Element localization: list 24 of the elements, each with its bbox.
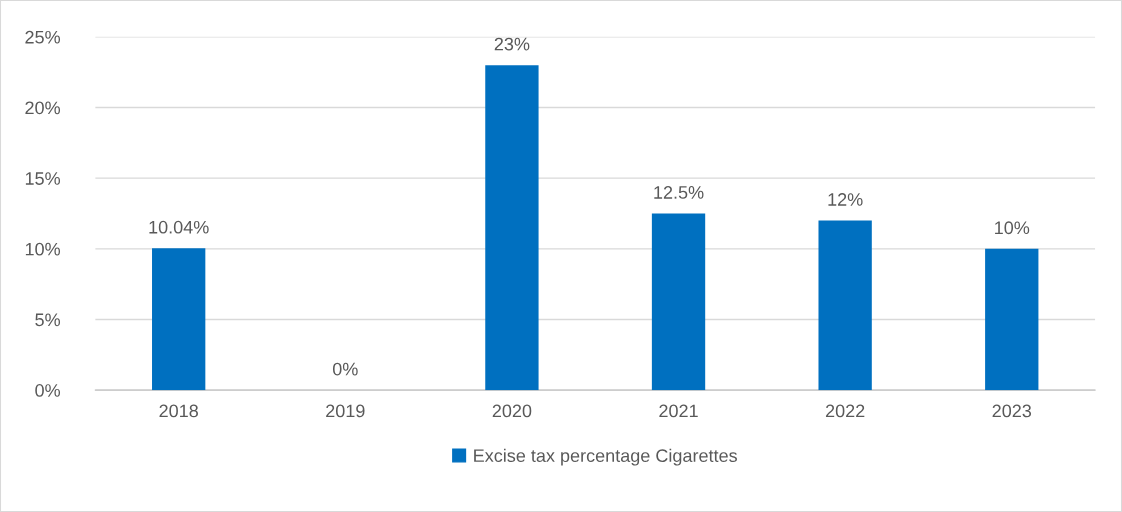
x-tick-label: 2019 <box>326 404 365 418</box>
bar <box>485 65 539 391</box>
bar <box>985 248 1039 391</box>
data-label: 10% <box>995 221 1030 235</box>
data-label: 12.5% <box>654 186 704 199</box>
y-tick-label: 0% <box>35 384 61 397</box>
data-label: 10.04% <box>149 220 209 234</box>
y-tick-label: 15% <box>25 172 61 185</box>
x-tick-label: 2021 <box>659 404 698 418</box>
x-tick-label: 2022 <box>825 404 865 418</box>
legend-label: Excise tax percentage Cigarettes <box>474 448 737 466</box>
data-label: 12% <box>828 193 863 206</box>
x-tick-label: 2018 <box>159 404 198 418</box>
bar <box>152 248 206 391</box>
x-tick-label: 2020 <box>492 404 532 418</box>
y-tick-label: 25% <box>25 30 61 44</box>
y-tick-label: 10% <box>25 242 61 256</box>
x-tick-label: 2023 <box>992 404 1032 418</box>
data-label: 0% <box>332 362 358 376</box>
data-label: 23% <box>494 37 530 51</box>
bar <box>818 220 872 391</box>
bar <box>651 213 706 391</box>
y-tick-label: 5% <box>35 313 61 327</box>
y-tick-label: 20% <box>25 101 61 115</box>
